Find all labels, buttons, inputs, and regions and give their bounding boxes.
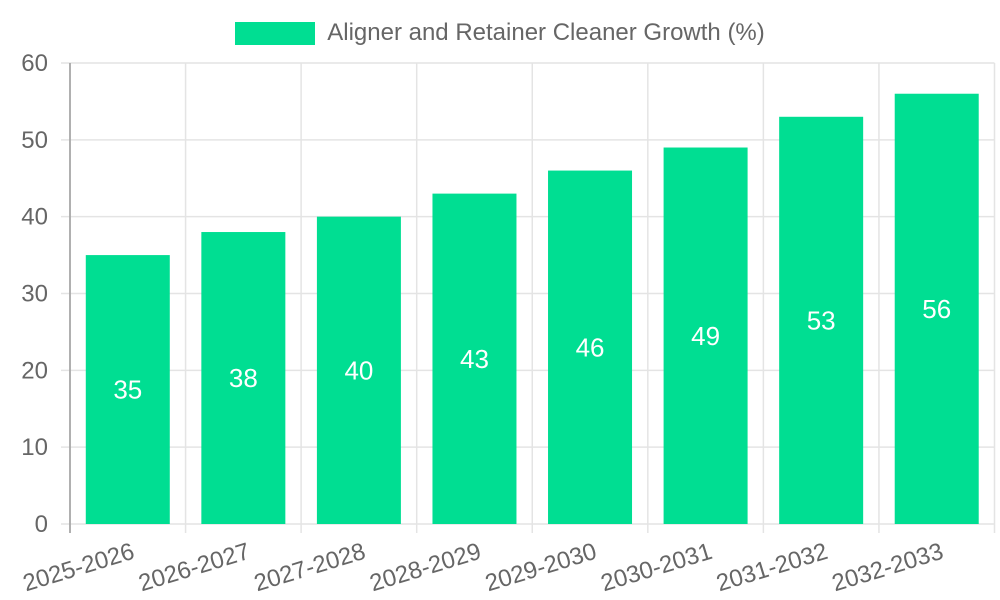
bar-value-label: 56 <box>922 294 951 324</box>
legend-swatch-icon <box>235 21 316 45</box>
bar[interactable] <box>316 216 401 524</box>
bar[interactable] <box>548 170 633 525</box>
x-tick-label: 2027-2028 <box>251 538 369 597</box>
bar-value-label: 43 <box>460 344 489 374</box>
legend-label: Aligner and Retainer Cleaner Growth (%) <box>327 19 765 46</box>
x-tick-label: 2031-2032 <box>713 538 831 597</box>
bar[interactable] <box>432 193 517 524</box>
bar-value-label: 53 <box>807 305 836 335</box>
y-tick-label: 10 <box>21 434 48 461</box>
bar[interactable] <box>779 116 864 525</box>
y-tick-label: 30 <box>21 281 48 308</box>
x-tick-label: 2026-2027 <box>135 538 253 597</box>
bar[interactable] <box>894 93 979 524</box>
y-tick-label: 40 <box>21 204 48 231</box>
x-tick-label: 2025-2026 <box>20 538 138 597</box>
chart-legend[interactable]: Aligner and Retainer Cleaner Growth (%) <box>0 20 1000 46</box>
x-tick-label: 2030-2031 <box>598 538 716 597</box>
bar-value-label: 49 <box>691 321 720 351</box>
bar[interactable] <box>663 147 748 524</box>
bar-value-label: 35 <box>113 375 142 405</box>
y-tick-label: 0 <box>35 511 48 538</box>
bar-value-label: 46 <box>576 332 605 362</box>
bar-value-label: 40 <box>344 355 373 385</box>
x-tick-label: 2028-2029 <box>367 538 485 597</box>
bar[interactable] <box>201 232 286 525</box>
bar[interactable] <box>85 255 170 525</box>
x-tick-label: 2032-2033 <box>829 538 947 597</box>
bar-value-label: 38 <box>229 363 258 393</box>
y-tick-label: 60 <box>21 50 48 77</box>
y-tick-label: 20 <box>21 357 48 384</box>
y-tick-label: 50 <box>21 127 48 154</box>
x-tick-label: 2029-2030 <box>482 538 600 597</box>
